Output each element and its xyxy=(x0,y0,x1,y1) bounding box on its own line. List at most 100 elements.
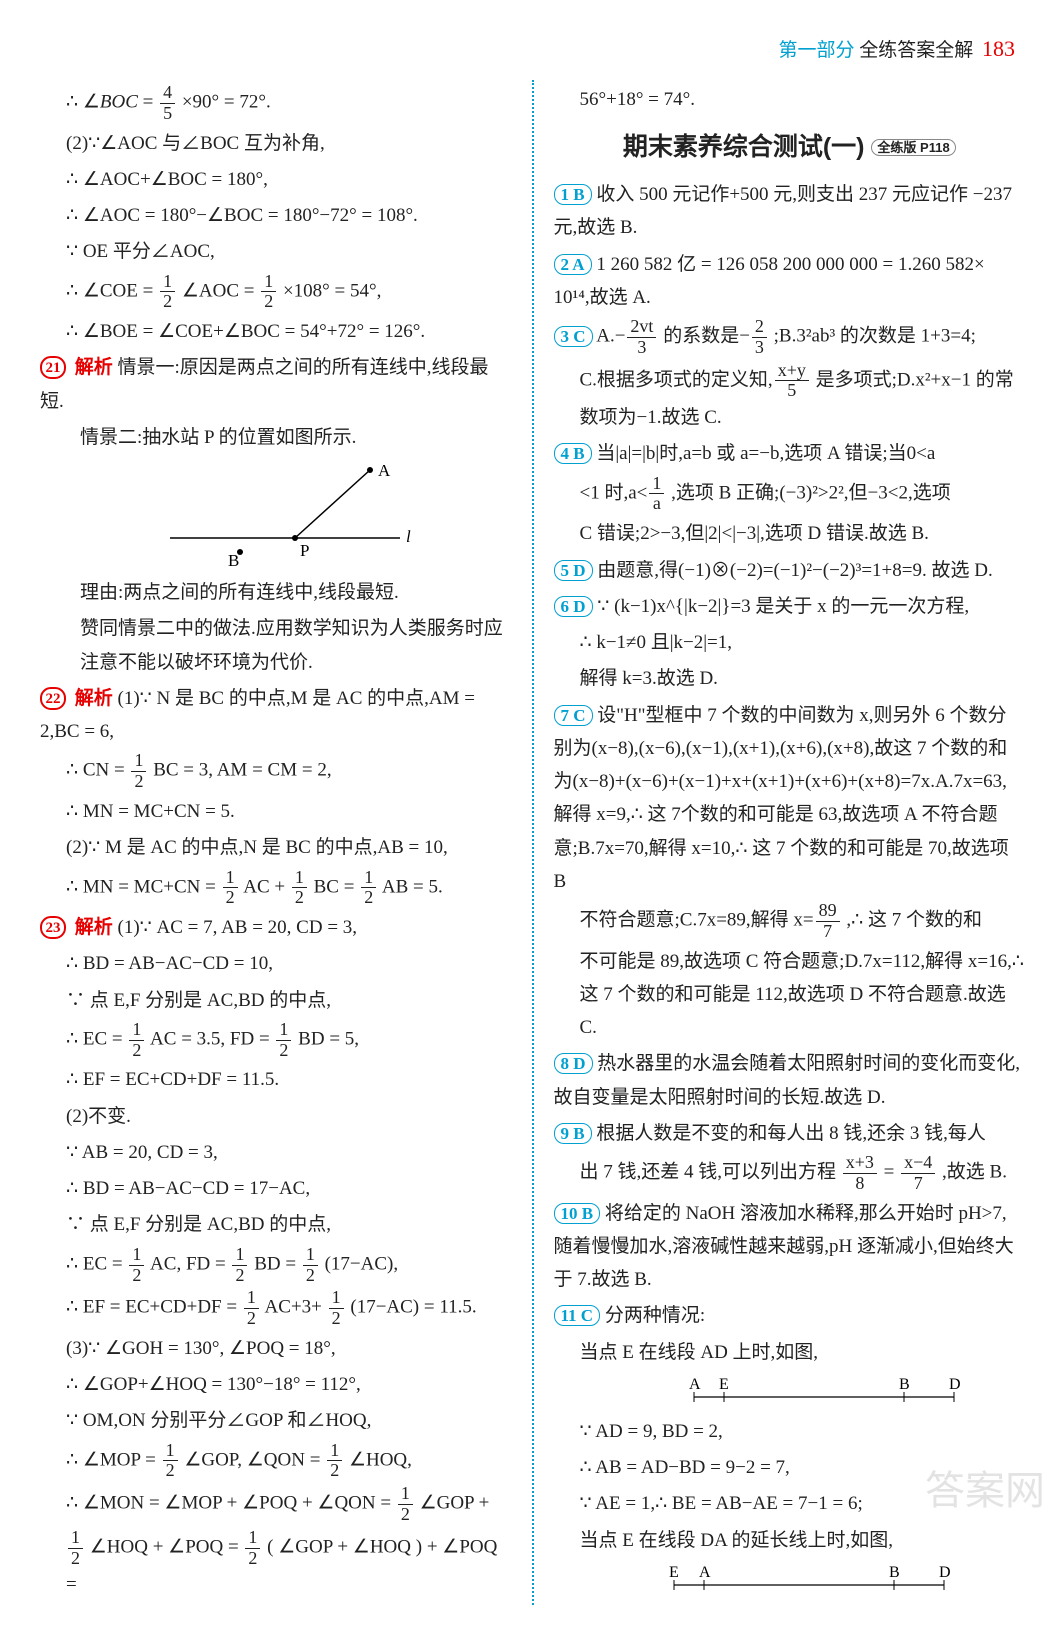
left-column: ∴ ∠BOC = 45 ×90° = 72°. (2)∵∠AOC 与∠BOC 互… xyxy=(40,80,512,1605)
section-label: 全练答案全解 xyxy=(859,40,973,61)
svg-text:D: D xyxy=(939,1564,951,1581)
page-number: 183 xyxy=(982,36,1015,61)
text-line: ∴ ∠AOC = 180°−∠BOC = 180°−72° = 108°. xyxy=(40,199,512,232)
text-line: ∴ BD = AB−AC−CD = 10, xyxy=(40,947,512,980)
analysis-label: 解析 xyxy=(75,357,113,378)
text-line: C 错误;2>−3,但|2|<|−3|,选项 D 错误.故选 B. xyxy=(554,517,1026,550)
svg-text:A: A xyxy=(699,1564,711,1581)
text-line: ∴ CN = 12 BC = 3, AM = CM = 2, xyxy=(40,751,512,792)
text-line: 不符合题意;C.7x=89,解得 x=897 ,∴ 这 7 个数的和 xyxy=(554,901,1026,942)
analysis-label: 解析 xyxy=(75,688,113,709)
text-line: (2)∵ M 是 AC 的中点,N 是 BC 的中点,AB = 10, xyxy=(40,831,512,864)
svg-text:B: B xyxy=(889,1564,900,1581)
svg-text:B: B xyxy=(228,551,239,570)
q21: 21 解析 情景一:原因是两点之间的所有连线中,线段最短. xyxy=(40,351,512,418)
svg-text:D: D xyxy=(949,1376,961,1393)
text-line: 当点 E 在线段 DA 的延长线上时,如图, xyxy=(554,1524,1026,1557)
answer-badge: 3 C xyxy=(554,326,593,347)
svg-text:E: E xyxy=(669,1564,679,1581)
q4: 4 B 当|a|=|b|时,a=b 或 a=−b,选项 A 错误;当0<a xyxy=(554,437,1026,470)
q3: 3 C A.−2vt3 的系数是−23 ;B.3²ab³ 的次数是 1+3=4; xyxy=(554,317,1026,358)
text-line: ∵ 点 E,F 分别是 AC,BD 的中点, xyxy=(40,984,512,1017)
content-columns: ∴ ∠BOC = 45 ×90° = 72°. (2)∵∠AOC 与∠BOC 互… xyxy=(0,0,1055,1635)
q6: 6 D ∵ (k−1)x^{|k−2|}=3 是关于 x 的一元一次方程, xyxy=(554,590,1026,623)
answer-badge: 8 D xyxy=(554,1053,593,1074)
text-line: ∵ AB = 20, CD = 3, xyxy=(40,1136,512,1169)
text-line: ∴ AB = AD−BD = 9−2 = 7, xyxy=(554,1451,1026,1484)
svg-text:A: A xyxy=(378,461,391,480)
text-line: ∴ ∠MON = ∠MOP + ∠POQ + ∠QON = 12 ∠GOP + xyxy=(40,1484,512,1525)
text-line: ∴ MN = MC+CN = 12 AC + 12 BC = 12 AB = 5… xyxy=(40,868,512,909)
segment-diagram-2: E A B D xyxy=(654,1563,954,1597)
answer-badge: 10 B xyxy=(554,1203,601,1224)
q9: 9 B 根据人数是不变的和每人出 8 钱,还余 3 钱,每人 xyxy=(554,1117,1026,1150)
answer-badge: 1 B xyxy=(554,184,592,205)
text-line: (2)不变. xyxy=(40,1100,512,1133)
text-line: ∵ AE = 1,∴ BE = AB−AE = 7−1 = 6; xyxy=(554,1487,1026,1520)
text-line: ∴ EC = 12 AC = 3.5, FD = 12 BD = 5, xyxy=(40,1020,512,1061)
answer-badge: 11 C xyxy=(554,1305,601,1326)
question-number: 22 xyxy=(40,687,66,710)
answer-badge: 7 C xyxy=(554,705,593,726)
svg-text:E: E xyxy=(719,1376,729,1393)
q7: 7 C 设"H"型框中 7 个数的中间数为 x,则另外 6 个数分别为(x−8)… xyxy=(554,699,1026,899)
text-line: (3)∵ ∠GOH = 130°, ∠POQ = 18°, xyxy=(40,1332,512,1365)
text-line: 12 ∠HOQ + ∠POQ = 12 ( ∠GOP + ∠HOQ ) + ∠P… xyxy=(40,1528,512,1602)
q10: 10 B 将给定的 NaOH 溶液加水稀释,那么开始时 pH>7,随着慢慢加水,… xyxy=(554,1197,1026,1297)
q11: 11 C 分两种情况: xyxy=(554,1299,1026,1332)
diagram-p: A B P l xyxy=(160,460,420,570)
q23: 23 解析 (1)∵ AC = 7, AB = 20, CD = 3, xyxy=(40,911,512,944)
q5: 5 D 由题意,得(−1)⊗(−2)=(−1)²−(−2)³=1+8=9. 故选… xyxy=(554,554,1026,587)
right-column: 56°+18° = 74°. 期末素养综合测试(一) 全练版 P118 1 B … xyxy=(554,80,1026,1605)
text-line: ∴ ∠GOP+∠HOQ = 130°−18° = 112°, xyxy=(40,1368,512,1401)
text-line: ∴ EC = 12 AC, FD = 12 BD = 12 (17−AC), xyxy=(40,1245,512,1286)
segment-diagram-1: A E B D xyxy=(674,1375,974,1409)
text-line: ∵ 点 E,F 分别是 AC,BD 的中点, xyxy=(40,1208,512,1241)
q8: 8 D 热水器里的水温会随着太阳照射时间的变化而变化,故自变量是太阳照射时间的长… xyxy=(554,1047,1026,1114)
text-line: ∵ OE 平分∠AOC, xyxy=(40,235,512,268)
text-line: ∴ EF = EC+CD+DF = 12 AC+3+ 12 (17−AC) = … xyxy=(40,1288,512,1329)
text-line: ∴ ∠BOE = ∠COE+∠BOC = 54°+72° = 126°. xyxy=(40,315,512,348)
text-line: (2)∵∠AOC 与∠BOC 互为补角, xyxy=(40,127,512,160)
text-line: 当点 E 在线段 AD 上时,如图, xyxy=(554,1336,1026,1369)
column-separator xyxy=(532,80,534,1605)
text-line: C.根据多项式的定义知,x+y5 是多项式;D.x²+x−1 的常数项为−1.故… xyxy=(554,361,1026,435)
text-line: 56°+18° = 74°. xyxy=(554,83,1026,116)
text-line: ∵ AD = 9, BD = 2, xyxy=(554,1415,1026,1448)
svg-text:P: P xyxy=(300,541,309,560)
answer-badge: 9 B xyxy=(554,1123,592,1144)
part-label: 第一部分 xyxy=(778,40,854,61)
section-title: 期末素养综合测试(一) 全练版 P118 xyxy=(554,126,1026,170)
q1: 1 B 收入 500 元记作+500 元,则支出 237 元应记作 −237 元… xyxy=(554,178,1026,245)
answer-badge: 2 A xyxy=(554,254,592,275)
svg-text:A: A xyxy=(689,1376,701,1393)
question-number: 21 xyxy=(40,356,66,379)
analysis-label: 解析 xyxy=(75,917,113,938)
q2: 2 A 1 260 582 亿 = 126 058 200 000 000 = … xyxy=(554,248,1026,315)
answer-badge: 6 D xyxy=(554,596,593,617)
text-line: ∴ k−1≠0 且|k−2|=1, xyxy=(554,626,1026,659)
text-line: ∴ ∠BOC = 45 ×90° = 72°. xyxy=(40,83,512,124)
text-line: ∴ BD = AB−AC−CD = 17−AC, xyxy=(40,1172,512,1205)
text-line: 情景二:抽水站 P 的位置如图所示. xyxy=(40,421,512,454)
text-line: ∵ OM,ON 分别平分∠GOP 和∠HOQ, xyxy=(40,1404,512,1437)
text-line: ∴ EF = EC+CD+DF = 11.5. xyxy=(40,1063,512,1096)
question-number: 23 xyxy=(40,916,66,939)
text-line: ∴ ∠AOC+∠BOC = 180°, xyxy=(40,163,512,196)
text-line: ∴ ∠COE = 12 ∠AOC = 12 ×108° = 54°, xyxy=(40,272,512,313)
text-line: 解得 k=3.故选 D. xyxy=(554,662,1026,695)
fraction: 45 xyxy=(160,83,175,124)
svg-text:l: l xyxy=(406,527,411,546)
page-ref: 全练版 P118 xyxy=(871,139,955,156)
answer-badge: 5 D xyxy=(554,560,593,581)
answer-badge: 4 B xyxy=(554,443,592,464)
text-line: 赞同情景二中的做法.应用数学知识为人类服务时应注意不能以破坏环境为代价. xyxy=(40,612,512,679)
text-line: 不可能是 89,故选项 C 符合题意;D.7x=112,解得 x=16,∴ 这 … xyxy=(554,945,1026,1045)
page-header: 第一部分 全练答案全解 183 xyxy=(778,30,1015,69)
text-line: ∴ ∠MOP = 12 ∠GOP, ∠QON = 12 ∠HOQ, xyxy=(40,1441,512,1482)
text-line: 出 7 钱,还差 4 钱,可以列出方程 x+38 = x−47 ,故选 B. xyxy=(554,1153,1026,1194)
q22: 22 解析 (1)∵ N 是 BC 的中点,M 是 AC 的中点,AM = 2,… xyxy=(40,682,512,749)
text-line: 理由:两点之间的所有连线中,线段最短. xyxy=(40,576,512,609)
text-line: ∴ MN = MC+CN = 5. xyxy=(40,795,512,828)
text-line: <1 时,a<1a ,选项 B 正确;(−3)²>2²,但−3<2,选项 xyxy=(554,474,1026,515)
